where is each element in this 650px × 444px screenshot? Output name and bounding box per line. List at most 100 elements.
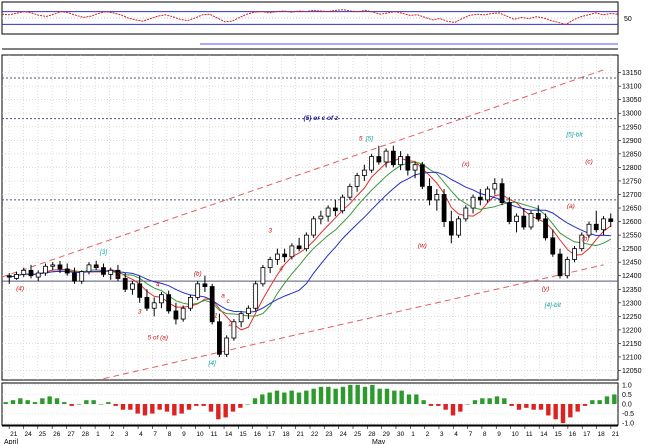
date-tick-label: 3: [440, 431, 444, 438]
oscillator-bar: [18, 398, 23, 404]
oscillator-bar: [494, 396, 500, 404]
oscillator-bar: [216, 404, 221, 420]
date-tick-label: 2: [110, 431, 114, 438]
oscillator-bar: [311, 388, 316, 404]
oscillator-bar: [443, 404, 448, 410]
date-tick-label: 29: [383, 431, 391, 438]
wave-label: [5]: [365, 135, 373, 142]
candle-body: [535, 213, 541, 220]
wave-label: [3]: [99, 249, 107, 256]
oscillator-bar: [428, 404, 434, 406]
oscillator-bar: [40, 398, 45, 404]
oscillator-bar: [282, 392, 287, 404]
price-tick-label: 12350: [622, 287, 642, 294]
candle-body: [593, 223, 599, 231]
wave-label: a: [221, 292, 225, 299]
candle-body: [485, 188, 490, 201]
wave-label: 4: [279, 265, 283, 272]
oscillator-bar: [509, 404, 514, 406]
oscillator-bar: [436, 404, 441, 406]
oscillator-bar: [304, 390, 309, 404]
candle-body: [340, 196, 346, 212]
price-tick-label: 13050: [622, 97, 642, 104]
candle-body: [202, 283, 208, 287]
price-tick-label: 12700: [622, 192, 642, 199]
price-tick-label: 12750: [622, 178, 642, 185]
oscillator-bar: [208, 404, 214, 412]
candle-body: [434, 194, 440, 201]
candle-body: [282, 253, 288, 258]
oscillator-bar: [406, 394, 412, 404]
price-tick-label: 12450: [622, 260, 642, 267]
price-tick-label: 12250: [622, 314, 642, 321]
oscillator-bar: [32, 402, 38, 404]
oscillator-bar: [370, 384, 375, 404]
date-tick-label: 28: [82, 431, 90, 438]
candle-body: [369, 156, 374, 171]
oscillator-bar: [546, 404, 551, 416]
candle-body: [398, 156, 403, 166]
oscillator-bar: [458, 404, 463, 412]
wave-label: (x): [462, 161, 470, 168]
candle-body: [35, 272, 41, 278]
date-tick-label: 26: [53, 431, 61, 438]
candle-body: [93, 264, 99, 269]
oscillator-bar: [362, 386, 368, 404]
oscillator-bar: [531, 404, 536, 410]
candle-body: [144, 296, 150, 309]
candle-body: [50, 264, 56, 267]
candle-body: [173, 310, 179, 320]
price-panel: 13150 13100 13050 13000 12950 12900 12850 12800…: [1, 43, 642, 381]
candle-body: [325, 207, 331, 217]
date-tick-label: 8: [168, 431, 172, 438]
date-tick-label: 27: [67, 431, 75, 438]
candle-body: [159, 294, 164, 304]
oscillator-bar: [3, 402, 8, 404]
date-tick-label: 11: [211, 431, 218, 438]
date-tick-label: 21: [612, 431, 620, 438]
oscillator-bar: [480, 398, 485, 404]
rsi-panel: 50: [1, 1, 632, 35]
candle-body: [86, 264, 92, 273]
oscillator-bar: [267, 392, 272, 404]
candle-body: [448, 221, 454, 236]
candle-body: [122, 278, 128, 290]
oscillator-bar: [560, 404, 566, 424]
oscillator-bar: [106, 402, 111, 404]
candle-body: [137, 283, 143, 298]
oscillator-bar: [274, 390, 280, 404]
oscillator-bar: [194, 404, 199, 406]
oscillator-bar: [98, 404, 104, 405]
oscillator-bar: [47, 396, 52, 404]
oscillator-bar: [553, 404, 558, 420]
candle-body: [289, 245, 295, 258]
wave-label: 3: [138, 309, 142, 316]
oscillator-bar: [414, 394, 419, 404]
oscillator-bar: [377, 388, 382, 404]
oscillator-bar: [201, 404, 206, 406]
oscillator-bar: [333, 388, 338, 404]
candle-body: [506, 202, 512, 222]
oscillator-bar: [524, 404, 529, 408]
price-tick-label: 12150: [622, 341, 642, 348]
candle-body: [79, 271, 85, 282]
wave-label: 1: [94, 265, 98, 272]
oscillator-bar: [582, 404, 588, 406]
oscillator-bar: [25, 400, 30, 404]
candle-body: [521, 215, 527, 228]
price-tick-label: 12850: [622, 151, 642, 158]
price-tick-label: 12950: [622, 124, 642, 131]
price-tick-label: 12900: [622, 138, 642, 145]
candle-body: [463, 207, 469, 220]
date-tick-label: 10: [196, 431, 204, 438]
date-tick-label: 17: [268, 431, 276, 438]
oscillator-bar: [76, 404, 82, 405]
candle-body: [57, 264, 63, 270]
oscillator-bar: [252, 398, 258, 404]
wave-label: [4]-blt: [544, 302, 562, 309]
wave-label: (w): [418, 242, 427, 249]
oscillator-bar: [289, 390, 294, 404]
date-tick-label: 7: [153, 431, 157, 438]
osc-tick-label: 0.0: [622, 402, 632, 409]
date-tick-label: 24: [340, 431, 348, 438]
